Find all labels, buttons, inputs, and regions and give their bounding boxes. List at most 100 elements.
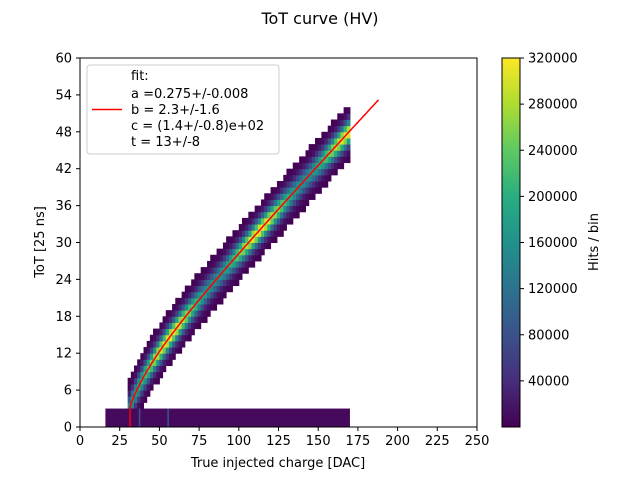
- x-tick-label-125: 125: [266, 434, 291, 449]
- heatmap-cell-186: [194, 279, 199, 287]
- heatmap-cell-14: [133, 383, 138, 391]
- heatmap-cell-553: [324, 150, 329, 157]
- heatmap-cell-308: [238, 254, 243, 262]
- heatmap-cell-312: [238, 230, 243, 237]
- heatmap-cell-128: [175, 328, 179, 336]
- heatmap-cell-200: [200, 297, 205, 305]
- heatmap-cell-265: [222, 260, 227, 268]
- heatmap-cell-474: [295, 168, 300, 176]
- heatmap-cell-443: [286, 199, 291, 207]
- heatmap-cell-257: [219, 260, 224, 268]
- heatmap-cell-194: [197, 285, 202, 293]
- x-tick-label-225: 225: [425, 434, 450, 449]
- heatmap-cell-176: [191, 291, 195, 299]
- heatmap-cell-440: [286, 217, 291, 225]
- heatmap-cell-484: [299, 156, 303, 164]
- heatmap-cell-433: [283, 211, 287, 219]
- heatmap-cell-240: [213, 260, 218, 268]
- heatmap-cell-497: [305, 181, 310, 188]
- heatmap-cell-70: [153, 328, 157, 336]
- heatmap-cell-394: [267, 193, 272, 200]
- x-tick-label-0: 0: [76, 434, 84, 449]
- heatmap-cell-420: [276, 187, 281, 194]
- heatmap-cell-178: [191, 279, 195, 287]
- heatmap-cell-124: [172, 304, 176, 311]
- x-axis: 0 25 50 75 100 125 150 175 200 225 250: [76, 427, 489, 449]
- heatmap-cell-46: [146, 377, 151, 385]
- heatmap-cell-284: [229, 248, 233, 256]
- heatmap-cell-587: [337, 144, 341, 151]
- heatmap-cell-496: [305, 187, 310, 194]
- heatmap-cell-35: [143, 396, 148, 403]
- x-tick-label-50: 50: [151, 434, 168, 449]
- heatmap-cell-231: [210, 260, 214, 268]
- heatmap-cell-154: [184, 322, 189, 330]
- heatmap-cell-117: [172, 347, 176, 354]
- heatmap-cell-546: [321, 137, 326, 145]
- heatmap-cell-233: [213, 304, 218, 311]
- colorbar-tick-label-80000: 80000: [528, 328, 569, 343]
- heatmap-cell-521: [315, 187, 319, 194]
- heatmap-cell-212: [203, 279, 208, 287]
- heatmap-cell-524: [315, 168, 319, 176]
- heatmap-cell-85: [159, 340, 164, 348]
- heatmap-cell-5: [130, 402, 135, 410]
- heatmap-cell-129: [175, 322, 179, 330]
- heatmap-cell-527: [315, 150, 319, 157]
- heatmap-cell-562: [327, 144, 332, 151]
- heatmap-cell-135: [178, 340, 183, 348]
- heatmap-cell-222: [207, 267, 211, 274]
- heatmap-cell-581: [334, 131, 338, 139]
- heatmap-cell-318: [241, 242, 246, 250]
- heatmap-cell-573: [330, 125, 335, 133]
- heatmap-cell-83: [159, 353, 164, 360]
- heatmap-cell-382: [264, 211, 268, 219]
- heatmap-cell-376: [261, 199, 265, 207]
- heatmap-cell-55: [149, 371, 154, 379]
- heatmap-cell-255: [219, 273, 224, 280]
- heatmap-cell-320: [241, 230, 246, 237]
- heatmap-cell-585: [337, 156, 341, 164]
- heatmap-cell-280: [229, 273, 233, 280]
- heatmap-cell-337: [248, 230, 253, 237]
- heatmap-cell-299: [235, 260, 240, 268]
- heatmap-cell-532: [318, 174, 322, 182]
- heatmap-cell-66: [153, 353, 157, 360]
- heatmap-cell-530: [318, 187, 322, 194]
- heatmap-cell-490: [302, 174, 306, 182]
- heatmap-cell-36: [143, 390, 148, 397]
- heatmap-cell-31: [140, 371, 145, 379]
- heatmap-cell-566: [330, 168, 335, 176]
- heatmap-cell-582: [334, 125, 338, 133]
- heatmap-cell-591: [337, 119, 341, 127]
- heatmap-cell-348: [251, 217, 256, 225]
- heatmap-cell-131: [175, 310, 179, 317]
- heatmap-cell-301: [235, 248, 240, 256]
- heatmap-cell-602: [343, 156, 348, 164]
- heatmap-cell-454: [289, 187, 294, 194]
- heatmap-cell-109: [168, 347, 173, 354]
- heatmap-cell-509: [308, 156, 313, 164]
- heatmap-cell-492: [302, 162, 306, 170]
- heatmap-cell-16: [133, 371, 138, 379]
- heatmap-cell-392: [267, 205, 272, 213]
- heatmap-cell-215: [207, 310, 211, 317]
- heatmap-cell-44: [146, 390, 151, 397]
- heatmap-cell-407: [273, 217, 278, 225]
- heatmap-cell-228: [210, 279, 214, 287]
- heatmap-cell-64: [153, 365, 157, 373]
- heatmap-cell-223: [207, 260, 211, 268]
- heatmap-cell-81: [159, 365, 164, 373]
- heatmap-cell-167: [187, 297, 192, 305]
- heatmap-cell-251: [219, 297, 224, 305]
- heatmap-cell-583: [334, 119, 338, 127]
- heatmap-cell-307: [238, 260, 243, 268]
- y-tick-label-12: 12: [55, 347, 72, 362]
- x-axis-label: True injected charge [DAC]: [190, 456, 365, 471]
- heatmap-cell-306: [238, 267, 243, 274]
- heatmap-cell-61: [149, 334, 154, 342]
- heatmap-cell-142: [178, 297, 183, 305]
- heatmap-cell-463: [292, 181, 297, 188]
- heatmap-cell-616: [346, 125, 351, 133]
- heatmap-cell-277: [226, 236, 230, 243]
